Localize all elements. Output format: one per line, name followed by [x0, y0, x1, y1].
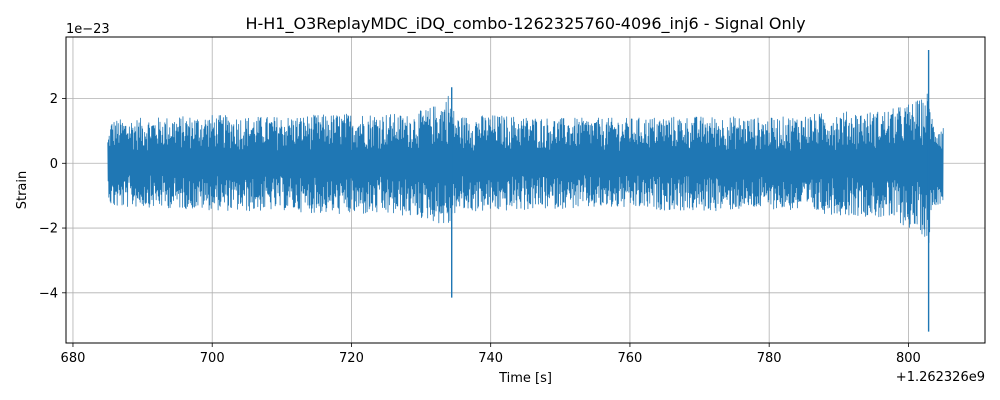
x-tick-label: 720 — [339, 351, 364, 366]
x-tick-label: 760 — [618, 351, 643, 366]
y-axis-label: Strain — [15, 171, 30, 210]
y-tick-label: −2 — [39, 222, 58, 237]
y-tick-label: 2 — [50, 92, 58, 107]
plot-area-frame — [65, 36, 986, 344]
x-tick-label: 780 — [757, 351, 782, 366]
x-tick-label: 740 — [478, 351, 503, 366]
y-tick-label: −4 — [39, 286, 58, 301]
y-tick-label: 0 — [50, 157, 58, 172]
x-axis-label: Time [s] — [498, 371, 552, 386]
x-axis-offset-label: +1.262326e9 — [896, 370, 985, 385]
strain-trace-line — [107, 93, 944, 243]
x-tick-label: 680 — [61, 351, 86, 366]
y-axis-scale-label: 1e−23 — [66, 22, 110, 37]
chart-title: H-H1_O3ReplayMDC_iDQ_combo-1262325760-40… — [245, 14, 805, 34]
x-tick-label: 800 — [896, 351, 921, 366]
x-axis-ticks: 680 700 720 740 760 780 800 — [61, 343, 921, 366]
strain-series — [107, 49, 944, 332]
x-tick-label: 700 — [200, 351, 225, 366]
y-axis-ticks: −4 −2 0 2 — [39, 92, 66, 301]
